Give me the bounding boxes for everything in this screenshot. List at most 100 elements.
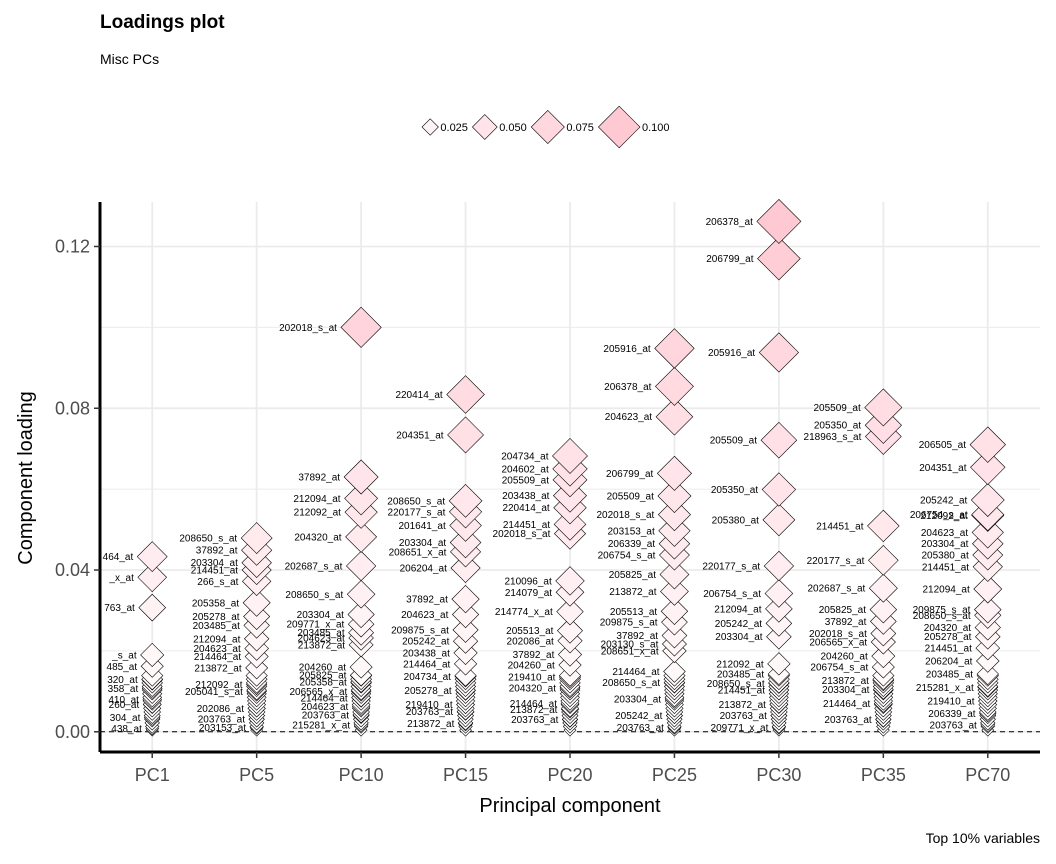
point-label: 204734_at [404, 672, 451, 683]
point-label: 206565_x_at [809, 638, 867, 649]
point-label: 37892_at [406, 595, 448, 606]
point-label: 203485_at [926, 669, 973, 680]
y-tick-label: 0.08 [55, 398, 90, 418]
point-marker [767, 652, 791, 676]
point-label: 206754_s_at [910, 510, 968, 521]
x-tick-label: PC1 [135, 765, 170, 785]
point-label: 204351_at [396, 430, 443, 441]
point-label: 212094_at [293, 494, 340, 505]
point-label: 204320_at [294, 532, 341, 543]
point-label: 203763_at [930, 720, 977, 731]
point-marker [446, 375, 485, 414]
point-marker [973, 574, 1003, 604]
point-marker [242, 588, 271, 617]
point-marker [347, 600, 375, 629]
point-label: 204623_at [401, 610, 448, 621]
point-marker [340, 306, 382, 348]
legend-key-label: 0.050 [499, 122, 527, 134]
point-label: 214079_at [505, 588, 552, 599]
y-tick-label: 0.00 [55, 722, 90, 742]
legend-key-marker [597, 105, 641, 149]
point-label: 203763_at [511, 715, 558, 726]
legend-key-marker [530, 109, 565, 145]
chart-title: Loadings plot [100, 12, 225, 33]
point-label: 204260_at [821, 652, 868, 663]
point-marker [349, 655, 373, 679]
point-label: 203304_at [715, 632, 762, 643]
point-marker [345, 520, 378, 553]
point-marker [761, 472, 797, 507]
point-label: 212092_at [195, 680, 242, 691]
point-label: 266_s_at [197, 577, 238, 588]
point-marker [450, 552, 481, 584]
point-marker [659, 559, 690, 590]
point-label: 203485_at [193, 621, 240, 632]
x-tick-label: PC10 [339, 765, 384, 785]
y-tick-label: 0.12 [55, 236, 90, 256]
point-marker [756, 198, 802, 244]
point-label: 205242_at [715, 619, 762, 630]
point-label: 37892_at [513, 650, 555, 661]
point-marker [868, 573, 898, 603]
point-label: 206378_at [706, 217, 753, 228]
point-label: 214451_at [922, 562, 969, 573]
point-label: 37892_at [196, 546, 238, 557]
point-marker [660, 597, 689, 625]
point-label: 202018_s_at [809, 629, 867, 640]
point-marker [556, 597, 584, 626]
point-label: 206505_at [919, 440, 966, 451]
point-label: 320_at [107, 675, 138, 686]
point-label: 214451_at [718, 686, 765, 697]
point-label: 203304_at [191, 558, 238, 569]
point-marker [663, 660, 686, 683]
chart-subtitle: Misc PCs [100, 51, 160, 67]
point-label: 205041_s_at [185, 687, 243, 698]
point-label: 202086_at [507, 636, 554, 647]
point-marker [864, 388, 903, 427]
point-label: 206378_at [604, 382, 651, 393]
point-label: 208651_x_at [601, 646, 659, 657]
point-label: 205242_at [920, 496, 967, 507]
point-label: 37892_at [298, 473, 340, 484]
point-label: 410_at [108, 695, 139, 706]
point-label: 204623_at [921, 528, 968, 539]
x-axis-title: Principal component [479, 795, 661, 817]
point-marker [976, 649, 1000, 673]
point-label: 203438_at [403, 648, 450, 659]
point-label: 205242_at [402, 637, 449, 648]
point-marker [136, 541, 168, 573]
point-marker [758, 332, 799, 373]
point-label: 213872_at [609, 587, 656, 598]
point-label: 205278_at [404, 686, 451, 697]
point-label: 204623_at [194, 644, 241, 655]
point-label: 209771_x_at [711, 723, 769, 734]
point-marker [344, 481, 379, 516]
point-label: 205278_at [192, 612, 239, 623]
point-label: 203763_at [720, 711, 767, 722]
point-label: 204320_at [924, 623, 971, 634]
point-label: 205916_at [603, 344, 650, 355]
point-marker [765, 610, 793, 637]
point-marker [657, 498, 691, 532]
point-label: 209771_x_at [286, 620, 344, 631]
point-label: 204260_at [299, 663, 346, 674]
point-marker [660, 577, 689, 606]
point-label: 214464_at [300, 693, 347, 704]
point-label: 220414_at [502, 503, 549, 514]
y-axis-title: Component loading [15, 391, 37, 564]
point-label: 205350_at [711, 485, 758, 496]
point-marker [868, 545, 899, 576]
point-label: 202018_s_at [279, 323, 337, 334]
point-label: 204260_at [508, 661, 555, 672]
point-label: 206204_at [925, 657, 972, 668]
point-label: 205916_at [708, 348, 755, 359]
point-label: 202018_s_at [597, 510, 655, 521]
point-label: 204320_at [509, 684, 556, 695]
point-label: 218963_s_at [804, 432, 862, 443]
point-label: 205509_at [710, 436, 757, 447]
point-marker [656, 455, 692, 491]
point-label: 208650_s_at [913, 611, 971, 622]
point-label: 205513_at [610, 607, 657, 618]
point-label: 205509_at [813, 403, 860, 414]
